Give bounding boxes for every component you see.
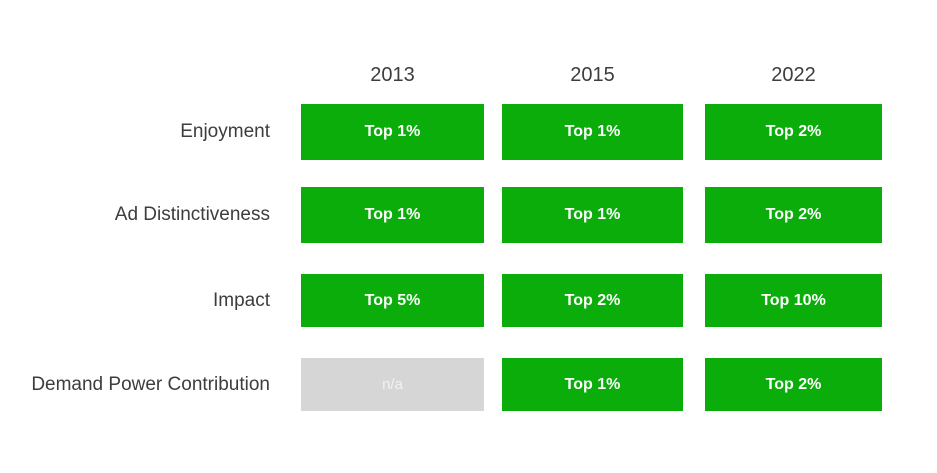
score-cell: Top 1%: [301, 187, 484, 243]
row-label-demand-power-contribution: Demand Power Contribution: [31, 373, 270, 395]
row-label-enjoyment: Enjoyment: [180, 121, 270, 142]
column-header-year: 2015: [570, 64, 615, 86]
column-header-year: 2022: [771, 64, 816, 86]
score-cell: Top 2%: [705, 187, 882, 243]
score-cell: Top 1%: [502, 104, 683, 160]
row-label-ad-distinctiveness: Ad Distinctiveness: [114, 204, 270, 225]
score-cell: Top 2%: [502, 274, 683, 327]
score-cell: Top 2%: [705, 358, 882, 411]
column-header-year: 2013: [370, 64, 415, 86]
score-cell: Top 10%: [705, 274, 882, 327]
score-cell: Top 1%: [502, 358, 683, 411]
score-cell: Top 2%: [705, 104, 882, 160]
score-cell: Top 5%: [301, 274, 484, 327]
score-cell: Top 1%: [301, 104, 484, 160]
row-label-impact: Impact: [212, 289, 270, 311]
score-cell: Top 1%: [502, 187, 683, 243]
score-cell-na: n/a: [301, 358, 484, 411]
